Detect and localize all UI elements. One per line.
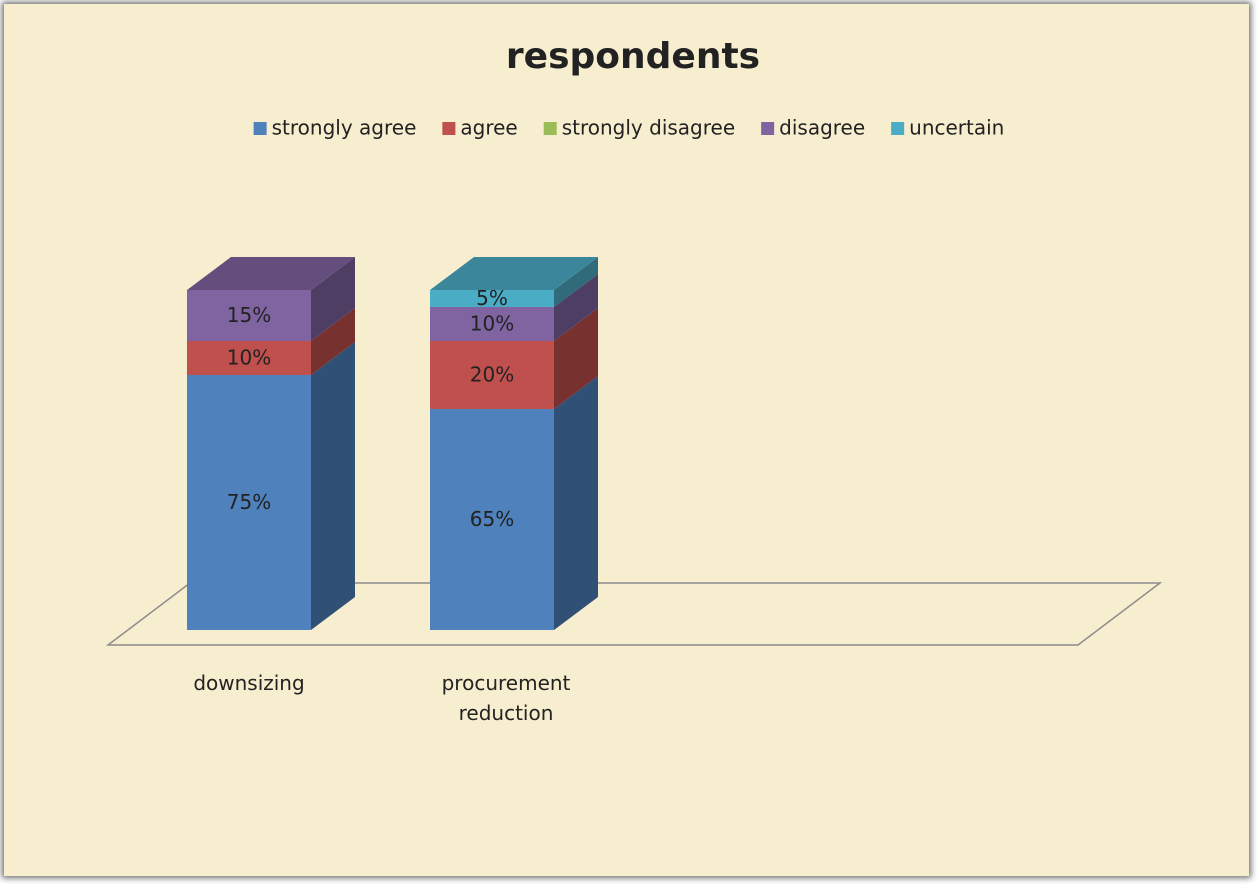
chart-frame: respondents strongly agree agree strongly … <box>4 4 1249 876</box>
data-label: 65% <box>470 507 514 531</box>
bar-side <box>554 376 598 630</box>
bar-side <box>311 308 355 375</box>
data-label: 15% <box>227 303 271 327</box>
bar-top <box>430 257 598 290</box>
bar-segment <box>430 307 554 341</box>
data-label: 10% <box>470 312 514 336</box>
bar-segment <box>430 409 554 630</box>
legend-swatch <box>543 122 557 135</box>
bar-side <box>311 342 355 630</box>
bar-side <box>554 308 598 409</box>
bar-segment <box>187 341 311 375</box>
legend-label: strongly disagree <box>562 116 735 140</box>
bar-side <box>311 257 355 341</box>
legend-swatch <box>891 122 905 135</box>
bar-segment <box>430 290 554 307</box>
bar-segment <box>430 341 554 409</box>
legend-swatch <box>442 122 456 135</box>
chart: respondents strongly agree agree strongly … <box>105 36 1163 646</box>
chart-title: respondents <box>506 36 760 77</box>
data-label: 20% <box>470 363 514 387</box>
bar-top <box>187 257 355 290</box>
legend-label: agree <box>460 116 517 140</box>
legend-item: strongly disagree <box>543 116 735 140</box>
legend-item: strongly agree <box>253 116 417 140</box>
legend-label: disagree <box>779 116 865 140</box>
legend-label: uncertain <box>909 116 1004 140</box>
x-tick-label: downsizing <box>193 671 305 695</box>
data-label: 10% <box>227 346 271 370</box>
data-label: 75% <box>227 490 271 514</box>
legend-item: agree <box>442 116 518 140</box>
floor <box>105 582 1163 646</box>
legend-item: uncertain <box>891 116 1004 140</box>
bar-segment <box>187 290 311 341</box>
legend-item: disagree <box>761 116 865 140</box>
bar-side <box>554 274 598 341</box>
legend-swatch <box>761 122 775 135</box>
bar-side <box>554 257 598 307</box>
legend: strongly agree agree strongly disagree disa… <box>253 116 1004 140</box>
x-tick-label: procurement reduction <box>441 671 571 725</box>
legend-swatch <box>253 122 267 135</box>
legend-label: strongly agree <box>272 116 417 140</box>
bar-segment <box>187 375 311 630</box>
